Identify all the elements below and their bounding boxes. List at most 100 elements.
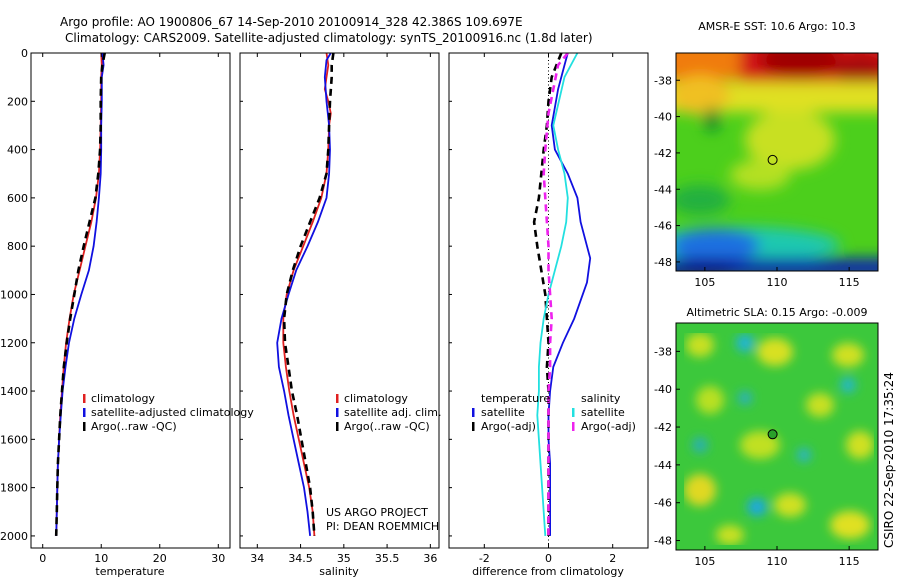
temperature-series-layer <box>54 53 106 536</box>
sst-map-panel: AMSR-E SST: 10.6 Argo: 10.3 <box>654 20 879 289</box>
salinity-legend: climatology satellite adj. clim. Argo(..… <box>336 392 441 433</box>
legend-label-climatology: climatology <box>91 392 155 405</box>
legend-swatch-climatology <box>336 394 339 403</box>
legend-label-argo: Argo(..raw -QC) <box>91 420 177 433</box>
legend-swatch-climatology <box>83 394 86 403</box>
y-tick-label-8: 1600 <box>0 433 28 446</box>
sla-map-panel: Altimetric SLA: 0.15 Argo: -0.009 <box>654 306 879 568</box>
sst-y-ticks: -38 -40 -42 -44 -46 -48 <box>654 74 680 269</box>
profile-line-0-0 <box>55 53 103 536</box>
sla-low-2 <box>840 377 856 393</box>
salinity-plot-frame <box>239 52 440 549</box>
x-tick-label-0-1: 10 <box>94 552 108 565</box>
y-tick-label-4: 800 <box>7 240 28 253</box>
sla-high-3 <box>832 343 864 367</box>
map-x-tick-label-4-1: 110 <box>767 555 788 568</box>
legend-swatch-temp-satellite <box>472 408 475 417</box>
legend-label-satellite-adjusted: satellite-adjusted climatology <box>91 406 254 419</box>
project-note-line-1: US ARGO PROJECT <box>326 506 428 519</box>
sla-high-8 <box>684 474 716 506</box>
map-y-tick-label-3-1: -40 <box>654 111 672 124</box>
legend-swatch-satellite-adjusted <box>83 408 86 417</box>
x-tick-label-1-0: 34 <box>250 552 264 565</box>
sst-cool-band-blue <box>676 229 760 261</box>
map-x-tick-label-4-0: 105 <box>694 555 715 568</box>
sla-high-2 <box>757 338 793 366</box>
temperature-x-ticks: 0 10 20 30 <box>39 53 225 565</box>
temperature-legend: climatology satellite-adjusted climatolo… <box>83 392 254 433</box>
x-tick-label-2-0: -2 <box>479 552 490 565</box>
legend-swatch-temp-argo <box>472 422 475 431</box>
sla-high-9 <box>774 493 806 517</box>
difference-panel: -2 0 2 difference from climatology tempera… <box>448 52 649 578</box>
difference-legend: temperature satellite Argo(-adj) salinit… <box>472 392 636 433</box>
sla-low-6 <box>692 437 708 453</box>
x-tick-label-0-0: 0 <box>39 552 46 565</box>
sla-high-5 <box>806 393 834 417</box>
sst-warm-core-darkred-east <box>835 55 878 85</box>
profile-line-1-0 <box>282 53 332 536</box>
difference-series-layer <box>532 53 592 536</box>
map-y-tick-label-3-4: -46 <box>654 220 672 233</box>
map-y-tick-label-4-1: -40 <box>654 383 672 396</box>
map-y-tick-label-3-3: -44 <box>654 183 672 196</box>
legend-label-temp-argo: Argo(-adj) <box>481 420 536 433</box>
x-tick-label-2-1: 0 <box>545 552 552 565</box>
difference-x-axis-label: difference from climatology <box>472 565 624 578</box>
map-y-tick-label-4-4: -46 <box>654 497 672 510</box>
temperature-y-ticks: 0 200 400 600 800 1000 1200 1400 1600 1800 2000 <box>0 47 35 543</box>
x-tick-label-1-1: 34.5 <box>288 552 313 565</box>
difference-x-ticks: -2 0 2 <box>449 52 616 565</box>
map-x-tick-label-3-1: 110 <box>767 276 788 289</box>
legend-group-temperature: temperature <box>481 392 550 405</box>
x-tick-label-0-2: 20 <box>153 552 167 565</box>
sst-green-west <box>676 185 730 215</box>
map-y-tick-label-3-5: -48 <box>654 256 672 269</box>
map-y-tick-label-4-3: -44 <box>654 459 672 472</box>
sla-y-ticks: -38 -40 -42 -44 -46 -48 <box>654 345 680 548</box>
sla-high-1 <box>686 333 714 357</box>
sst-map-title: AMSR-E SST: 10.6 Argo: 10.3 <box>698 20 856 33</box>
y-tick-label-10: 2000 <box>0 530 28 543</box>
sla-low-4 <box>797 448 811 462</box>
sla-high-7 <box>846 431 874 459</box>
x-tick-label-1-3: 35.5 <box>375 552 400 565</box>
sla-field <box>684 333 874 545</box>
sst-warm-core-darkred <box>760 53 840 78</box>
sst-yellow-patch-south <box>730 160 790 190</box>
sst-x-ticks: 105 110 115 <box>694 267 860 289</box>
map-y-tick-label-4-5: -48 <box>654 535 672 548</box>
profile-line-0-1 <box>55 53 105 536</box>
sla-low-1 <box>736 334 754 352</box>
temperature-x-axis-label: temperature <box>95 565 164 578</box>
salinity-x-axis-label: salinity <box>319 565 359 578</box>
sla-low-3 <box>738 391 752 405</box>
legend-label-sal-satellite: satellite <box>581 406 625 419</box>
x-tick-label-1-4: 36 <box>423 552 437 565</box>
profile-line-2-3 <box>542 53 569 536</box>
salinity-series-layer <box>276 53 335 536</box>
sla-x-ticks: 105 110 115 <box>694 546 860 568</box>
legend-swatch-sal-satellite <box>572 408 575 417</box>
map-y-tick-label-4-0: -38 <box>654 345 672 358</box>
y-tick-label-0: 0 <box>21 47 28 60</box>
legend-label-satellite-adj: satellite adj. clim. <box>344 406 441 419</box>
map-y-tick-label-3-2: -42 <box>654 147 672 160</box>
y-tick-label-5: 1000 <box>0 288 28 301</box>
legend-group-salinity: salinity <box>581 392 621 405</box>
figure-title-line-2: Climatology: CARS2009. Satellite-adjuste… <box>65 31 593 45</box>
x-tick-label-1-2: 35 <box>337 552 351 565</box>
sla-high-11 <box>716 525 744 545</box>
salinity-panel: 34 34.5 35 35.5 36 salinity climatology sate… <box>239 52 441 578</box>
sst-green-spot <box>704 108 720 132</box>
sst-yellow-patch-center <box>745 110 835 170</box>
y-tick-label-6: 1200 <box>0 337 28 350</box>
sst-cold-core <box>676 260 735 271</box>
sst-yellow-patch-west <box>676 75 730 115</box>
map-x-tick-label-4-2: 115 <box>839 555 860 568</box>
legend-label-temp-satellite: satellite <box>481 406 525 419</box>
profile-line-0-2 <box>54 53 106 536</box>
figure-title-line-1: Argo profile: AO 1900806_67 14-Sep-2010 … <box>60 15 523 29</box>
legend-swatch-satellite-adj <box>336 408 339 417</box>
map-y-tick-label-4-2: -42 <box>654 421 672 434</box>
